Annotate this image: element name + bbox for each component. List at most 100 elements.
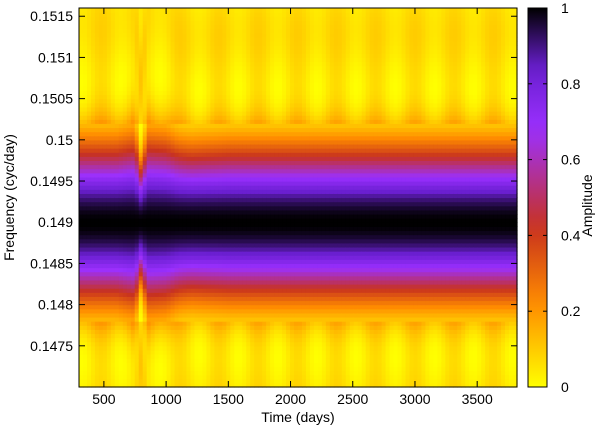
heatmap-cell — [130, 148, 136, 153]
heatmap-cell — [110, 374, 116, 380]
heatmap-cell — [118, 279, 124, 285]
heatmap-cell — [90, 143, 96, 149]
heatmap-cell — [186, 32, 192, 38]
heatmap-cell — [98, 325, 104, 330]
heatmap-cell — [230, 127, 235, 133]
heatmap-cell — [206, 329, 211, 335]
heatmap-cell — [118, 366, 124, 372]
heatmap-cell — [114, 358, 120, 363]
heatmap-cell — [286, 65, 291, 71]
heatmap-cell — [110, 362, 116, 367]
heatmap-cell — [230, 304, 235, 310]
heatmap-cell — [262, 119, 267, 124]
heatmap-cell — [170, 374, 176, 380]
heatmap-cell — [102, 300, 108, 306]
heatmap-cell — [218, 135, 223, 141]
heatmap-cell — [270, 45, 275, 50]
heatmap-cell — [94, 366, 100, 372]
heatmap-cell — [242, 45, 247, 50]
heatmap-cell — [226, 275, 231, 281]
heatmap-cell — [134, 168, 140, 174]
heatmap-cell — [282, 271, 287, 277]
heatmap-cell — [210, 279, 215, 285]
heatmap-cell — [86, 312, 92, 318]
heatmap-cell — [218, 296, 223, 302]
heatmap-cell — [142, 181, 148, 186]
heatmap-cell — [266, 131, 271, 137]
heatmap-cell — [258, 189, 263, 194]
heatmap-cell — [122, 90, 128, 96]
heatmap-cell — [98, 230, 104, 236]
heatmap-cell — [86, 209, 92, 215]
heatmap-cell — [94, 20, 100, 26]
heatmap-cell — [226, 370, 231, 376]
heatmap-cell — [242, 98, 247, 104]
heatmap-cell — [262, 370, 267, 376]
heatmap-cell — [106, 40, 112, 46]
heatmap-cell — [270, 98, 275, 104]
heatmap-cell — [102, 176, 108, 182]
heatmap-cell — [266, 61, 271, 67]
heatmap-cell — [106, 312, 112, 318]
heatmap-cell — [86, 230, 92, 236]
heatmap-cell — [190, 308, 196, 314]
heatmap-cell — [86, 20, 92, 26]
heatmap-cell — [182, 230, 188, 236]
heatmap-cell — [158, 378, 164, 384]
heatmap-cell — [202, 24, 208, 30]
heatmap-cell — [170, 139, 176, 145]
heatmap-cell — [238, 284, 243, 289]
heatmap-cell — [122, 349, 128, 355]
heatmap-cell — [174, 176, 180, 182]
heatmap-cell — [186, 382, 192, 388]
heatmap-cell — [254, 222, 259, 227]
heatmap-cell — [210, 172, 215, 178]
heatmap-cell — [270, 370, 275, 376]
heatmap-cell — [158, 201, 164, 207]
heatmap-cell — [146, 65, 152, 71]
heatmap-cell — [102, 156, 108, 162]
heatmap-cell — [118, 135, 124, 141]
heatmap-cell — [98, 32, 104, 38]
heatmap-cell — [98, 218, 104, 223]
heatmap-cell — [170, 345, 176, 351]
heatmap-cell — [262, 86, 267, 91]
heatmap-cell — [222, 354, 227, 359]
heatmap-cell — [142, 53, 148, 59]
heatmap-cell — [106, 259, 112, 265]
heatmap-cell — [278, 65, 283, 71]
heatmap-cell — [90, 185, 96, 190]
heatmap-cell — [294, 267, 299, 273]
heatmap-cell — [290, 234, 295, 240]
heatmap-cell — [238, 8, 243, 13]
heatmap-cell — [278, 45, 283, 50]
heatmap-cell — [114, 86, 120, 91]
heatmap-cell — [286, 316, 291, 322]
heatmap-cell — [270, 205, 275, 211]
heatmap-cell — [254, 94, 259, 100]
heatmap-cell — [242, 218, 247, 223]
heatmap-cell — [234, 197, 239, 203]
heatmap-cell — [79, 251, 84, 256]
heatmap-cell — [174, 296, 180, 302]
heatmap-cell — [118, 189, 124, 194]
heatmap-cell — [186, 69, 192, 75]
heatmap-cell — [154, 197, 160, 203]
heatmap-cell — [258, 193, 263, 199]
heatmap-cell — [142, 209, 148, 215]
heatmap-cell — [202, 213, 208, 219]
heatmap-cell — [194, 127, 200, 133]
heatmap-cell — [106, 45, 112, 50]
heatmap-cell — [234, 45, 239, 50]
heatmap-cell — [238, 366, 243, 372]
heatmap-cell — [170, 316, 176, 322]
heatmap-cell — [186, 205, 192, 211]
heatmap-cell — [290, 61, 295, 67]
heatmap-cell — [102, 193, 108, 199]
heatmap-cell — [198, 156, 204, 162]
heatmap-cell — [202, 374, 208, 380]
heatmap-cell — [266, 263, 271, 269]
heatmap-cell — [262, 358, 267, 363]
heatmap-cell — [118, 8, 124, 13]
heatmap-cell — [190, 263, 196, 269]
